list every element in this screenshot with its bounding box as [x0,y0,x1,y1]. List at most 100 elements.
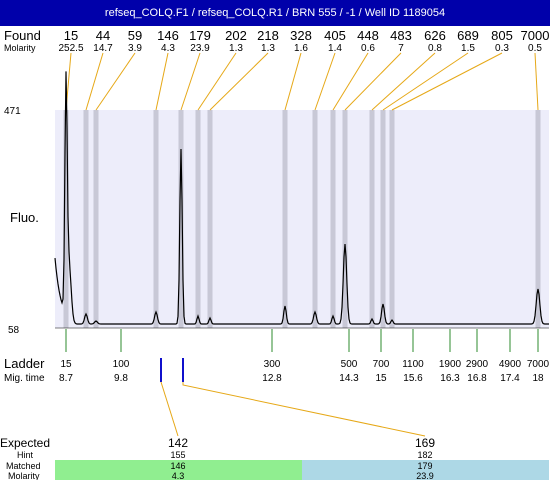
found-molarity: 0.5 [528,43,542,54]
peak-band [282,110,288,328]
ladder-size: 2900 [466,359,489,370]
found-molarity: 1.3 [229,43,243,54]
y-tick-max: 471 [4,106,21,117]
peak-band [535,110,541,328]
found-molarity: 1.5 [461,43,475,54]
ladder-size: 300 [264,359,281,370]
title-bar: refseq_COLQ.F1 / refseq_COLQ.R1 / BRN 55… [0,0,550,26]
peak-band [342,110,348,328]
y-tick-min: 58 [8,325,20,336]
ladder-time: 16.3 [440,373,460,384]
found-size: 44 [96,28,110,43]
found-size: 405 [324,28,346,43]
found-size: 328 [290,28,312,43]
found-molarity: 0.8 [428,43,442,54]
hint-value: 155 [170,450,185,460]
found-size: 202 [225,28,247,43]
hint-value: 182 [417,450,432,460]
peak-leader [332,52,369,111]
molarity-bottom-label: Molarity [8,471,40,480]
found-molarity: 1.6 [294,43,308,54]
peak-leader [534,52,539,111]
found-molarity: 1.4 [328,43,342,54]
ladder-time: 15 [375,373,387,384]
ladder-time: 17.4 [500,373,520,384]
matched-cell [302,460,549,480]
matched-molarity: 4.3 [172,471,185,480]
ladder-size: 1100 [402,359,424,370]
found-molarity: 4.3 [161,43,175,54]
ladder-size: 500 [341,359,358,370]
ladder-time: 12.8 [262,373,282,384]
ladder-size: 4900 [499,359,522,370]
peak-leader [209,52,269,111]
found-molarity: 0.6 [361,43,375,54]
peak-leader [155,52,169,111]
found-molarity: 14.7 [93,43,113,54]
fluorescence-trace [54,71,549,325]
peak-leader [344,52,402,111]
plot-area [55,110,549,328]
peak-band [83,110,89,328]
ladder-time: 14.3 [339,373,359,384]
ladder-size: 100 [113,359,130,370]
ladder-size: 1900 [439,359,462,370]
peak-band [153,110,159,328]
peak-band [369,110,375,328]
ladder-size: 15 [60,359,72,370]
found-size: 7000 [521,28,550,43]
ladder-size: 7000 [527,359,550,370]
ladder-time: 16.8 [467,373,487,384]
found-molarity: 1.3 [261,43,275,54]
peak-band [93,110,99,328]
chart-title: refseq_COLQ.F1 / refseq_COLQ.R1 / BRN 55… [104,7,446,19]
peak-band [63,110,69,328]
peak-leader [382,52,469,111]
peak-band [195,110,201,328]
ladder-label: Ladder [4,356,45,371]
found-size: 146 [157,28,179,43]
ladder-size: 700 [373,359,390,370]
expected-label: Expected [0,436,50,450]
peak-leader [314,52,336,111]
found-size: 59 [128,28,142,43]
expected-connector [160,381,179,437]
expected-connector [182,382,426,437]
peak-band [380,110,386,328]
matched-molarity: 23.9 [416,471,434,480]
ladder-time: 15.6 [403,373,423,384]
peak-leader [284,52,302,111]
peak-leader [371,52,436,111]
found-molarity: 0.3 [495,43,509,54]
expected-value: 169 [415,436,435,450]
peak-leader [95,52,136,111]
found-molarity: 252.5 [58,43,83,54]
found-molarity: 3.9 [128,43,142,54]
found-size: 626 [424,28,446,43]
ladder-time: 8.7 [59,373,73,384]
hint-label: Hint [17,450,34,460]
found-size: 448 [357,28,379,43]
found-size: 805 [491,28,513,43]
found-size: 689 [457,28,479,43]
y-axis-label: Fluo. [10,210,39,225]
found-size: 218 [257,28,279,43]
peak-leader [180,52,201,111]
found-molarity: 7 [398,43,404,54]
peak-leader [197,52,237,111]
matched-value: 179 [417,461,432,471]
peak-band [330,110,336,328]
found-label: Found [4,28,41,43]
molarity-label: Molarity [4,43,36,53]
ladder-time: 9.8 [114,373,128,384]
expected-value: 142 [168,436,188,450]
found-size: 15 [64,28,78,43]
peak-band [178,110,184,328]
found-molarity: 23.9 [190,43,210,54]
ladder-time: 18 [532,373,544,384]
peak-band [389,110,395,328]
peak-leader [85,52,104,111]
matched-value: 146 [170,461,185,471]
matched-cell [55,460,302,480]
